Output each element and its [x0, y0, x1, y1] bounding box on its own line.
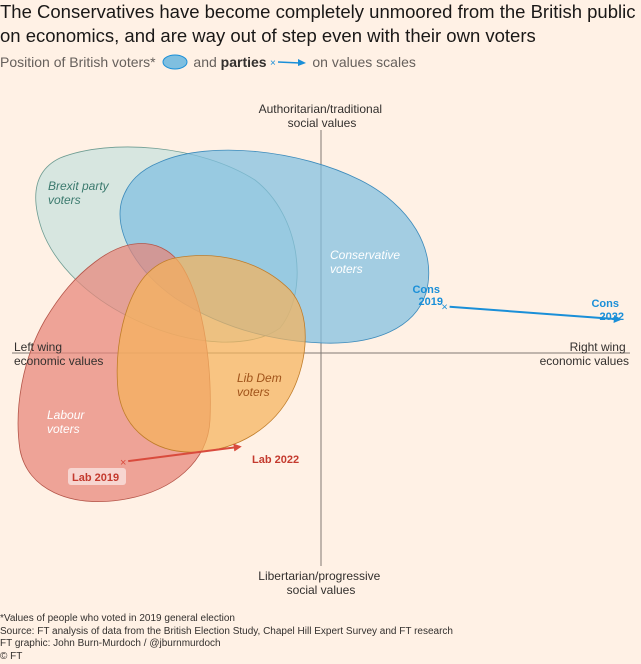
copyright: © FT [0, 650, 23, 662]
graphic-credit: FT graphic: John Burn-Murdoch / @jburnmu… [0, 638, 221, 649]
axis-left-label: Left wing economic values [14, 340, 103, 368]
voter-blobs [17, 146, 430, 502]
lab-move-arrow [128, 443, 242, 463]
axis-bottom-label: Libertarian/progressive social values [258, 569, 383, 597]
svg-text:×: × [270, 58, 276, 68]
lab-2019-label-bg [68, 468, 126, 485]
source-note: Source: FT analysis of data from the Bri… [0, 625, 453, 637]
libdem-voters-blob [116, 255, 306, 453]
chart-title: The Conservatives have become completely… [0, 1, 636, 46]
footnote: *Values of people who voted in 2019 gene… [0, 613, 235, 624]
legend-tail-label: on values scales [312, 54, 416, 70]
libdem-voters-label: Lib Dem voters [237, 371, 285, 399]
lab-2019-label: Lab 2019 [72, 472, 119, 484]
axis-top-label: Authoritarian/traditional social values [259, 102, 386, 130]
cons-2019-label: Cons 2019 [412, 284, 443, 308]
axis-right-label: Right wing economic values [540, 340, 629, 368]
cons-move-arrow [449, 305, 622, 323]
legend-and-label: and [193, 54, 217, 70]
cons-2022-label: Cons 2022 [591, 298, 624, 323]
legend-arrow-icon: × [270, 58, 307, 69]
legend-parties-label: parties [220, 54, 267, 70]
lab-2022-label: Lab 2022 [252, 454, 299, 466]
labour-voters-label: Labour voters [47, 408, 88, 436]
legend: Position of British voters* and parties … [0, 54, 416, 70]
legend-voters-label: Position of British voters* [0, 54, 156, 70]
conservative-voters-label: Conservative voters [330, 248, 403, 276]
brexit-voters-label: Brexit party voters [48, 179, 112, 207]
legend-ellipse-icon [162, 54, 188, 70]
lab-2019-marker: × [120, 457, 126, 469]
cons-2019-marker: × [441, 301, 447, 313]
footer: *Values of people who voted in 2019 gene… [0, 613, 453, 663]
